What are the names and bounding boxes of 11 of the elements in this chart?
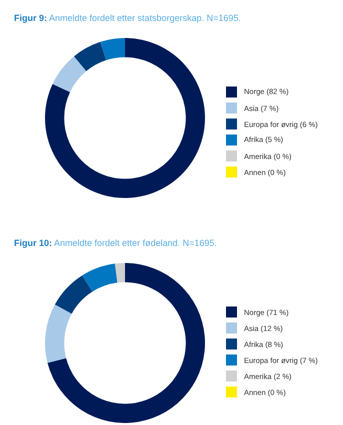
- donut-slice: [45, 38, 205, 198]
- donut-slice: [114, 263, 125, 283]
- donut-slice: [54, 275, 92, 314]
- donut-slice: [82, 264, 118, 292]
- chart-title: Figur 9: Anmeldte fordelt etter statsborgerskap. N=1695.: [14, 13, 241, 23]
- donut-slice: [52, 56, 86, 92]
- donut-slice: [48, 263, 205, 423]
- donut-slice: [100, 38, 125, 60]
- donut-slice: [74, 42, 106, 72]
- chart-title: Figur 10: Anmeldte fordelt etter fødeland. N=1695.: [14, 238, 217, 248]
- donut-slice: [45, 304, 72, 363]
